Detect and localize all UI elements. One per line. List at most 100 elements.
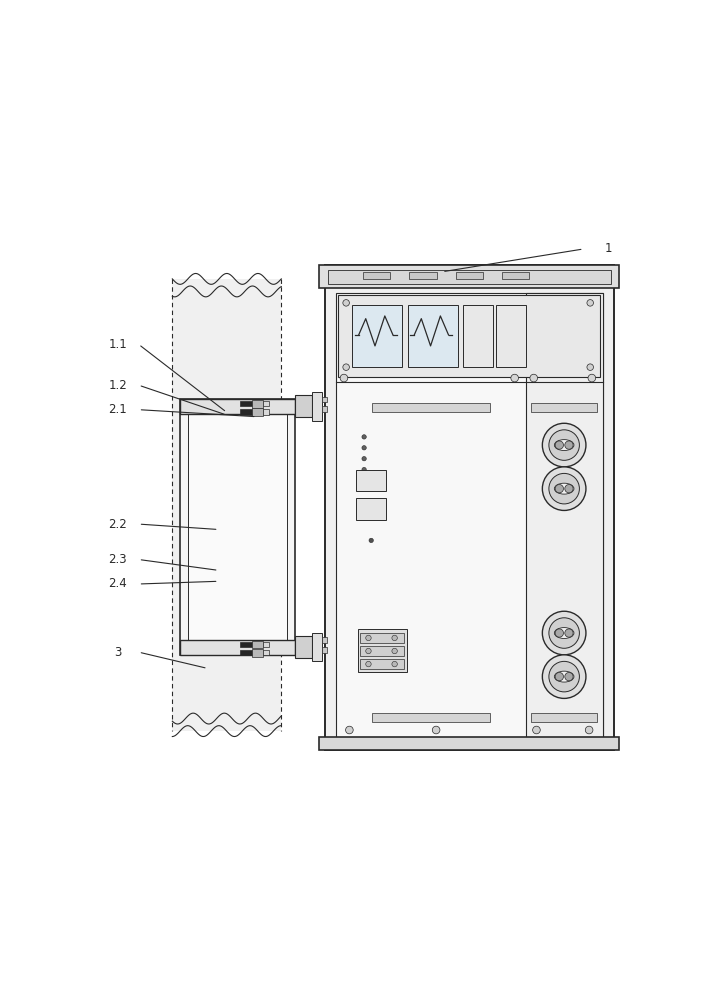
Bar: [252, 400, 263, 408]
Circle shape: [542, 655, 586, 698]
Ellipse shape: [565, 441, 573, 449]
Bar: [325, 265, 614, 750]
Text: 1.2: 1.2: [108, 379, 127, 392]
Text: 1: 1: [605, 242, 612, 255]
Circle shape: [533, 726, 541, 734]
Ellipse shape: [555, 440, 574, 451]
Bar: [322, 647, 326, 653]
Bar: [356, 470, 387, 491]
Bar: [263, 650, 269, 655]
Circle shape: [549, 430, 579, 460]
Bar: [409, 272, 437, 279]
Bar: [322, 406, 326, 412]
Text: 1.1: 1.1: [108, 338, 127, 351]
Bar: [456, 272, 483, 279]
Bar: [240, 650, 252, 655]
Circle shape: [392, 661, 397, 667]
Bar: [352, 305, 402, 367]
Bar: [361, 633, 404, 643]
Circle shape: [549, 661, 579, 692]
Ellipse shape: [565, 672, 573, 681]
Bar: [312, 392, 322, 421]
Bar: [252, 649, 263, 657]
Text: 3: 3: [114, 646, 122, 659]
Bar: [358, 629, 406, 672]
Circle shape: [549, 473, 579, 504]
Ellipse shape: [555, 441, 564, 449]
Circle shape: [542, 467, 586, 510]
Bar: [240, 642, 252, 647]
Ellipse shape: [555, 671, 574, 682]
Circle shape: [586, 726, 593, 734]
Circle shape: [549, 618, 579, 648]
Bar: [361, 659, 404, 669]
Text: 2.4: 2.4: [108, 577, 127, 590]
Bar: [502, 272, 529, 279]
Ellipse shape: [555, 628, 574, 638]
Bar: [295, 395, 312, 417]
Bar: [463, 305, 494, 367]
Bar: [181, 640, 295, 655]
Circle shape: [343, 300, 349, 306]
Circle shape: [588, 374, 595, 382]
Ellipse shape: [555, 672, 564, 681]
Bar: [263, 642, 269, 647]
Circle shape: [587, 300, 593, 306]
Circle shape: [362, 457, 366, 461]
Circle shape: [362, 467, 366, 472]
Bar: [339, 295, 600, 377]
Circle shape: [362, 435, 366, 439]
Circle shape: [343, 364, 349, 370]
Circle shape: [542, 611, 586, 655]
Circle shape: [369, 538, 373, 543]
Circle shape: [392, 635, 397, 641]
Bar: [408, 305, 458, 367]
Bar: [188, 406, 288, 647]
Bar: [336, 293, 602, 746]
Ellipse shape: [565, 629, 573, 637]
Bar: [531, 403, 598, 412]
Bar: [363, 272, 390, 279]
Bar: [181, 399, 295, 655]
Bar: [531, 713, 598, 722]
Bar: [328, 270, 611, 284]
Bar: [496, 305, 527, 367]
Bar: [263, 401, 269, 406]
Bar: [295, 636, 312, 658]
Bar: [322, 637, 326, 643]
Circle shape: [346, 726, 353, 734]
Bar: [322, 397, 326, 402]
Circle shape: [530, 374, 538, 382]
Bar: [319, 737, 619, 750]
Text: 2.2: 2.2: [108, 518, 127, 531]
Bar: [319, 265, 619, 288]
Ellipse shape: [555, 483, 574, 494]
Bar: [181, 399, 295, 414]
Circle shape: [511, 374, 519, 382]
Circle shape: [366, 661, 371, 667]
Bar: [361, 646, 404, 656]
Circle shape: [362, 446, 366, 450]
Circle shape: [542, 423, 586, 467]
Text: 2.1: 2.1: [108, 403, 127, 416]
Bar: [356, 498, 387, 520]
Bar: [172, 279, 281, 731]
Bar: [252, 408, 263, 416]
Circle shape: [362, 478, 366, 483]
Circle shape: [587, 364, 593, 370]
Bar: [263, 409, 269, 415]
Bar: [240, 401, 252, 406]
Circle shape: [366, 635, 371, 641]
Text: 2.3: 2.3: [108, 553, 127, 566]
Ellipse shape: [555, 485, 564, 493]
Bar: [526, 293, 602, 746]
Circle shape: [340, 374, 348, 382]
Bar: [252, 641, 263, 648]
Circle shape: [392, 648, 397, 654]
Bar: [240, 409, 252, 415]
Ellipse shape: [565, 485, 573, 493]
Bar: [372, 713, 489, 722]
Ellipse shape: [555, 629, 564, 637]
Bar: [372, 403, 489, 412]
Circle shape: [432, 726, 440, 734]
